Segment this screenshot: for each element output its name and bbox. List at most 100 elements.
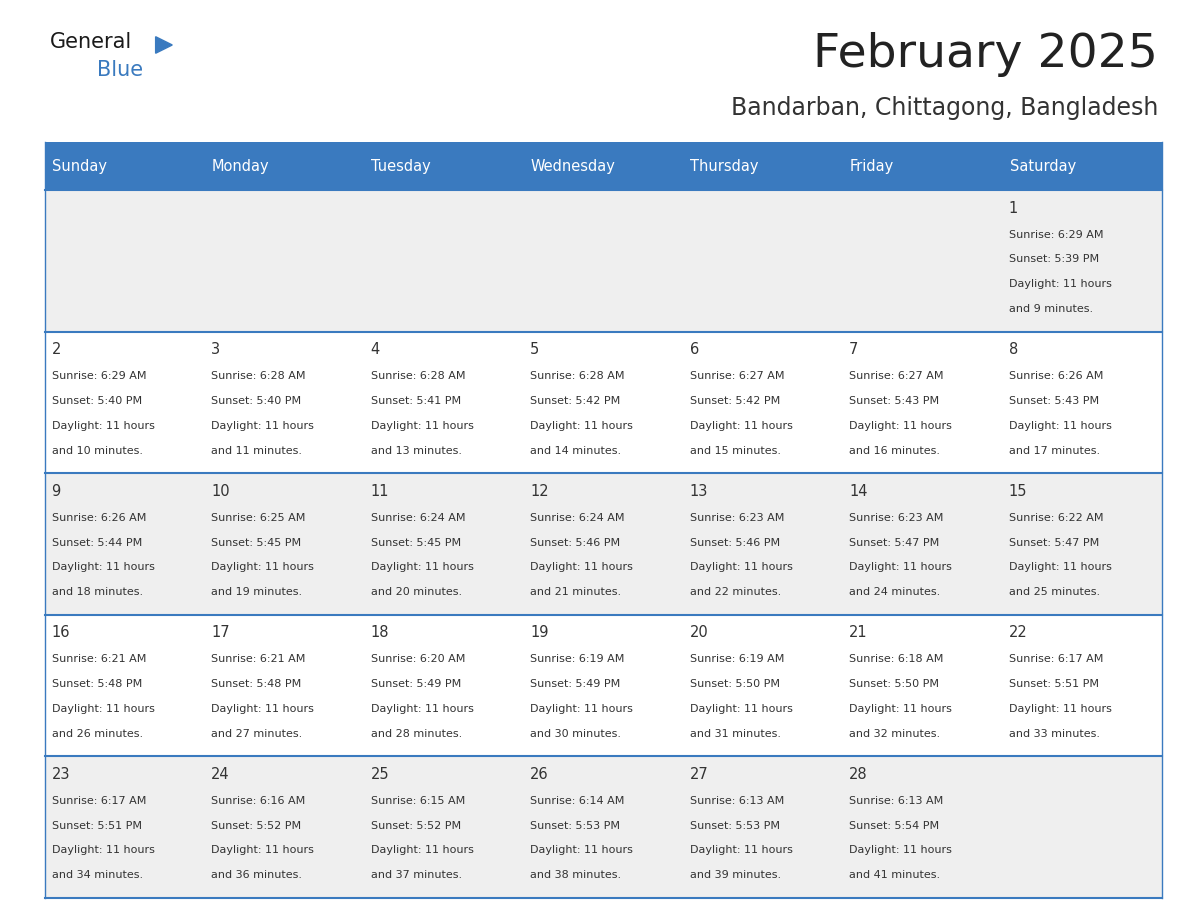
Bar: [204, 190, 365, 331]
Bar: [204, 331, 365, 473]
Text: and 33 minutes.: and 33 minutes.: [1009, 729, 1100, 739]
Text: and 37 minutes.: and 37 minutes.: [371, 870, 462, 880]
Text: Sunset: 5:50 PM: Sunset: 5:50 PM: [849, 679, 940, 689]
Bar: [683, 142, 842, 190]
Text: Sunrise: 6:29 AM: Sunrise: 6:29 AM: [1009, 230, 1104, 240]
Text: 8: 8: [1009, 342, 1018, 357]
Text: and 30 minutes.: and 30 minutes.: [530, 729, 621, 739]
Bar: [365, 756, 524, 898]
Text: Sunrise: 6:24 AM: Sunrise: 6:24 AM: [530, 513, 625, 522]
Text: Daylight: 11 hours: Daylight: 11 hours: [690, 845, 792, 856]
Text: Sunset: 5:40 PM: Sunset: 5:40 PM: [211, 396, 302, 406]
Bar: [842, 190, 1003, 331]
Text: 26: 26: [530, 767, 549, 782]
Bar: [1003, 331, 1162, 473]
Bar: [524, 190, 683, 331]
Text: Sunrise: 6:15 AM: Sunrise: 6:15 AM: [371, 796, 465, 806]
Text: Daylight: 11 hours: Daylight: 11 hours: [1009, 563, 1112, 572]
Text: Sunrise: 6:16 AM: Sunrise: 6:16 AM: [211, 796, 305, 806]
Text: and 13 minutes.: and 13 minutes.: [371, 445, 462, 455]
Bar: [842, 473, 1003, 615]
Text: and 16 minutes.: and 16 minutes.: [849, 445, 940, 455]
Text: Sunset: 5:49 PM: Sunset: 5:49 PM: [530, 679, 620, 689]
Text: and 32 minutes.: and 32 minutes.: [849, 729, 941, 739]
Bar: [204, 473, 365, 615]
Text: Daylight: 11 hours: Daylight: 11 hours: [371, 704, 474, 714]
Bar: [45, 142, 204, 190]
Text: 19: 19: [530, 625, 549, 641]
Text: and 34 minutes.: and 34 minutes.: [51, 870, 143, 880]
Bar: [683, 473, 842, 615]
Text: Sunrise: 6:28 AM: Sunrise: 6:28 AM: [211, 371, 305, 381]
Text: Sunrise: 6:17 AM: Sunrise: 6:17 AM: [51, 796, 146, 806]
Text: Sunset: 5:52 PM: Sunset: 5:52 PM: [371, 821, 461, 831]
Text: Sunset: 5:40 PM: Sunset: 5:40 PM: [51, 396, 141, 406]
Bar: [365, 331, 524, 473]
Bar: [204, 615, 365, 756]
Text: Friday: Friday: [849, 159, 895, 174]
Text: Sunset: 5:51 PM: Sunset: 5:51 PM: [1009, 679, 1099, 689]
Text: and 31 minutes.: and 31 minutes.: [690, 729, 781, 739]
Text: 17: 17: [211, 625, 229, 641]
Text: Daylight: 11 hours: Daylight: 11 hours: [371, 420, 474, 431]
Polygon shape: [156, 37, 172, 53]
Text: Sunset: 5:46 PM: Sunset: 5:46 PM: [690, 538, 779, 547]
Text: Daylight: 11 hours: Daylight: 11 hours: [211, 420, 314, 431]
Text: Daylight: 11 hours: Daylight: 11 hours: [371, 845, 474, 856]
Text: Sunset: 5:54 PM: Sunset: 5:54 PM: [849, 821, 940, 831]
Text: Daylight: 11 hours: Daylight: 11 hours: [1009, 279, 1112, 289]
Text: Daylight: 11 hours: Daylight: 11 hours: [849, 704, 952, 714]
Text: Daylight: 11 hours: Daylight: 11 hours: [211, 563, 314, 572]
Text: Sunrise: 6:23 AM: Sunrise: 6:23 AM: [849, 513, 943, 522]
Text: Sunset: 5:42 PM: Sunset: 5:42 PM: [530, 396, 620, 406]
Text: 4: 4: [371, 342, 380, 357]
Text: 1: 1: [1009, 201, 1018, 216]
Text: Sunrise: 6:21 AM: Sunrise: 6:21 AM: [211, 655, 305, 665]
Text: Daylight: 11 hours: Daylight: 11 hours: [849, 845, 952, 856]
Text: Sunset: 5:49 PM: Sunset: 5:49 PM: [371, 679, 461, 689]
Text: and 28 minutes.: and 28 minutes.: [371, 729, 462, 739]
Bar: [683, 331, 842, 473]
Text: Sunrise: 6:28 AM: Sunrise: 6:28 AM: [530, 371, 625, 381]
Text: Sunrise: 6:25 AM: Sunrise: 6:25 AM: [211, 513, 305, 522]
Bar: [524, 142, 683, 190]
Text: and 27 minutes.: and 27 minutes.: [211, 729, 302, 739]
Text: Sunset: 5:50 PM: Sunset: 5:50 PM: [690, 679, 779, 689]
Text: Sunset: 5:48 PM: Sunset: 5:48 PM: [211, 679, 302, 689]
Text: Sunrise: 6:18 AM: Sunrise: 6:18 AM: [849, 655, 943, 665]
Text: 13: 13: [690, 484, 708, 498]
Bar: [45, 473, 204, 615]
Text: Sunrise: 6:23 AM: Sunrise: 6:23 AM: [690, 513, 784, 522]
Text: 25: 25: [371, 767, 390, 782]
Text: Sunrise: 6:26 AM: Sunrise: 6:26 AM: [1009, 371, 1104, 381]
Text: Sunrise: 6:27 AM: Sunrise: 6:27 AM: [690, 371, 784, 381]
Text: 16: 16: [51, 625, 70, 641]
Text: Sunset: 5:44 PM: Sunset: 5:44 PM: [51, 538, 141, 547]
Text: 3: 3: [211, 342, 220, 357]
Bar: [1003, 615, 1162, 756]
Text: Sunrise: 6:22 AM: Sunrise: 6:22 AM: [1009, 513, 1104, 522]
Text: February 2025: February 2025: [814, 32, 1158, 77]
Bar: [524, 473, 683, 615]
Text: 14: 14: [849, 484, 867, 498]
Text: Daylight: 11 hours: Daylight: 11 hours: [530, 845, 633, 856]
Text: 2: 2: [51, 342, 61, 357]
Text: Sunrise: 6:20 AM: Sunrise: 6:20 AM: [371, 655, 465, 665]
Text: Daylight: 11 hours: Daylight: 11 hours: [530, 563, 633, 572]
Text: Daylight: 11 hours: Daylight: 11 hours: [371, 563, 474, 572]
Text: and 26 minutes.: and 26 minutes.: [51, 729, 143, 739]
Bar: [842, 142, 1003, 190]
Bar: [1003, 142, 1162, 190]
Text: 5: 5: [530, 342, 539, 357]
Bar: [45, 615, 204, 756]
Text: Sunset: 5:47 PM: Sunset: 5:47 PM: [849, 538, 940, 547]
Text: Saturday: Saturday: [1010, 159, 1076, 174]
Text: Daylight: 11 hours: Daylight: 11 hours: [530, 420, 633, 431]
Bar: [365, 142, 524, 190]
Text: Daylight: 11 hours: Daylight: 11 hours: [849, 563, 952, 572]
Text: and 39 minutes.: and 39 minutes.: [690, 870, 781, 880]
Text: 9: 9: [51, 484, 61, 498]
Text: Daylight: 11 hours: Daylight: 11 hours: [690, 563, 792, 572]
Bar: [365, 190, 524, 331]
Text: Sunrise: 6:24 AM: Sunrise: 6:24 AM: [371, 513, 465, 522]
